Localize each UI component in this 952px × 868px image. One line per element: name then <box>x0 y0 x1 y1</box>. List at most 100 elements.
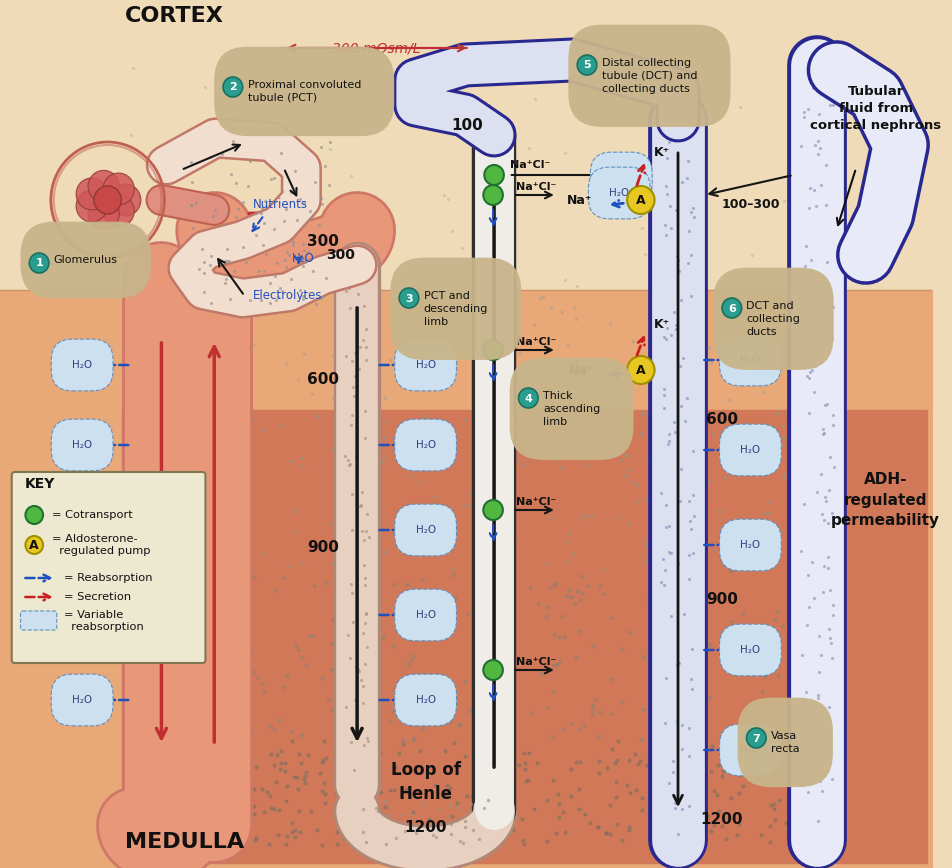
Point <box>584 707 599 721</box>
Point <box>684 642 699 656</box>
Point <box>701 476 716 490</box>
Point <box>271 713 287 727</box>
Point <box>166 805 181 819</box>
Point <box>274 284 289 298</box>
Point <box>481 378 496 392</box>
Point <box>348 385 364 398</box>
Point <box>196 266 211 280</box>
Point <box>276 214 291 228</box>
Point <box>361 529 376 543</box>
Point <box>542 581 557 595</box>
Point <box>792 705 807 719</box>
Point <box>544 729 559 743</box>
Point <box>178 790 193 804</box>
Text: H₂O: H₂O <box>72 360 92 370</box>
Point <box>228 784 243 798</box>
Point <box>400 657 415 671</box>
Point <box>125 724 140 738</box>
Point <box>749 633 764 647</box>
Point <box>565 548 580 562</box>
Point <box>141 645 156 659</box>
Point <box>553 608 568 622</box>
Point <box>371 746 387 760</box>
Point <box>144 620 159 634</box>
Point <box>734 606 749 620</box>
Point <box>268 269 283 283</box>
Point <box>448 258 464 272</box>
Point <box>713 819 728 833</box>
Point <box>221 253 236 267</box>
Point <box>521 746 536 760</box>
Point <box>815 514 830 528</box>
Point <box>819 398 834 411</box>
Point <box>187 684 202 698</box>
Point <box>147 385 162 399</box>
Text: H₂O: H₂O <box>415 610 435 620</box>
Point <box>382 799 397 812</box>
Point <box>344 168 359 182</box>
Point <box>290 783 306 797</box>
Point <box>330 329 346 343</box>
Point <box>590 754 605 768</box>
Point <box>179 606 194 620</box>
Point <box>657 716 672 730</box>
Point <box>460 607 475 621</box>
Point <box>545 773 560 786</box>
Point <box>684 248 699 262</box>
Point <box>445 224 460 238</box>
Point <box>613 453 628 467</box>
Point <box>703 356 718 370</box>
Circle shape <box>483 340 503 360</box>
Point <box>683 522 698 536</box>
Point <box>572 755 587 769</box>
Point <box>670 656 685 670</box>
Point <box>268 157 284 171</box>
Point <box>356 533 371 547</box>
Point <box>598 825 613 839</box>
Point <box>377 794 392 808</box>
Point <box>681 799 696 813</box>
Point <box>297 776 312 790</box>
Point <box>416 667 431 681</box>
Point <box>327 786 343 800</box>
Point <box>665 691 681 705</box>
Point <box>286 771 301 785</box>
Point <box>629 757 645 771</box>
Point <box>515 458 530 472</box>
Point <box>270 827 286 841</box>
Point <box>347 790 363 804</box>
Point <box>660 812 675 826</box>
Point <box>291 747 307 761</box>
Point <box>444 818 459 832</box>
Point <box>804 548 820 562</box>
Point <box>359 731 374 745</box>
Point <box>286 235 301 249</box>
Point <box>785 727 801 740</box>
Point <box>147 632 162 646</box>
Point <box>486 712 502 726</box>
Point <box>666 681 682 694</box>
Point <box>309 823 325 837</box>
Point <box>347 738 363 752</box>
Point <box>171 631 187 645</box>
Point <box>303 629 318 643</box>
Point <box>331 332 347 346</box>
Point <box>543 407 558 421</box>
Point <box>248 45 263 59</box>
Point <box>275 681 290 694</box>
Point <box>803 799 819 812</box>
Circle shape <box>745 728 765 748</box>
Point <box>218 791 233 805</box>
Point <box>208 535 224 549</box>
Point <box>225 135 240 148</box>
Point <box>703 764 718 778</box>
Point <box>512 346 527 360</box>
Point <box>226 752 241 766</box>
Point <box>823 506 839 520</box>
Point <box>184 198 199 212</box>
Point <box>576 508 591 522</box>
Point <box>137 318 152 332</box>
Point <box>266 802 281 816</box>
Point <box>684 682 699 696</box>
Point <box>555 722 570 736</box>
